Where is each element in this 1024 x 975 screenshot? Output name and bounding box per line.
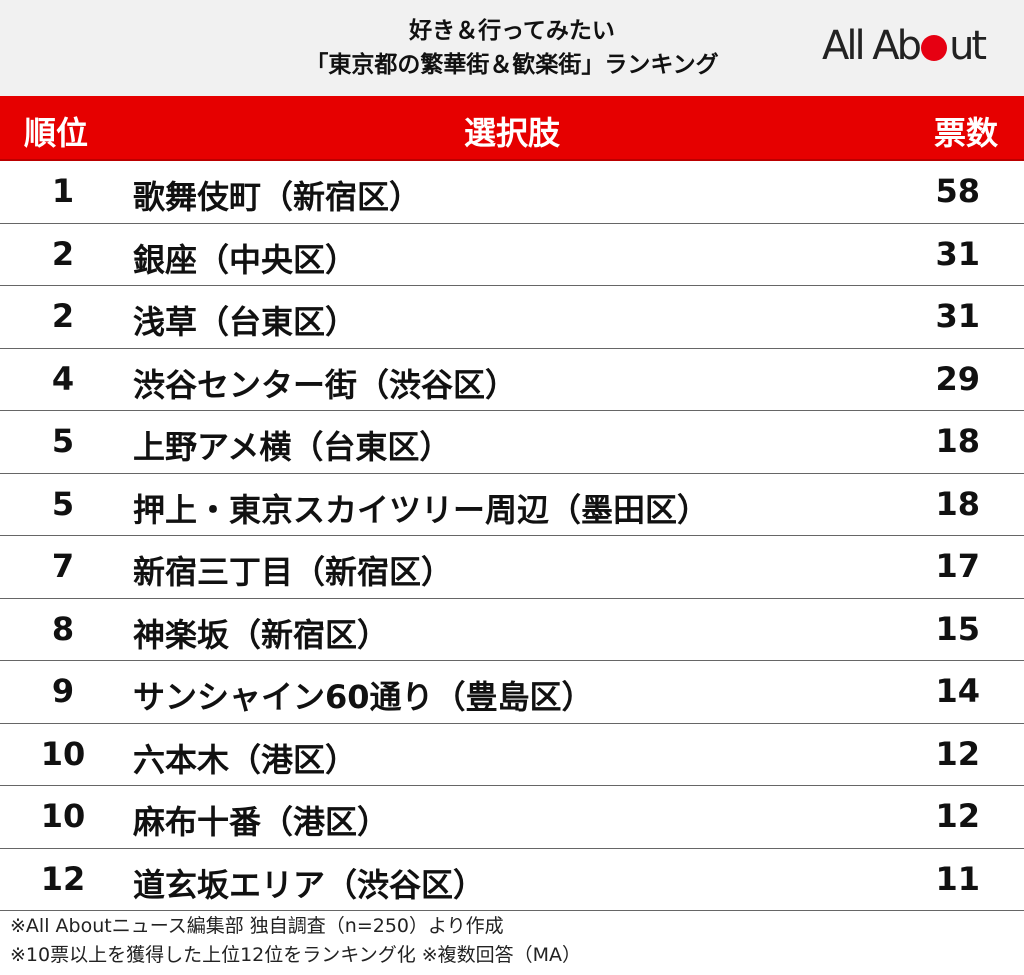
choice-cell: 浅草（台東区）	[133, 303, 358, 341]
logo-text-end: ut	[949, 23, 987, 69]
votes-cell: 12	[935, 734, 980, 773]
table-row: 9 サンシャイン60通り（豊島区） 14	[0, 661, 1024, 724]
table-row: 8 神楽坂（新宿区） 15	[0, 599, 1024, 661]
footer-note-2: ※10票以上を獲得した上位12位をランキング化 ※複数回答（MA）	[10, 944, 582, 966]
choice-cell: 銀座（中央区）	[133, 240, 358, 279]
votes-cell: 12	[935, 797, 980, 835]
footer-notes: ※All Aboutニュース編集部 独自調査（n=250）より作成 ※10票以上…	[10, 912, 581, 970]
rank-cell: 4	[51, 359, 75, 398]
table-row: 10 麻布十番（港区） 12	[0, 786, 1024, 849]
table-header: 選択肢 順位 票数	[0, 96, 1024, 161]
choice-cell: サンシャイン60通り（豊島区）	[133, 678, 594, 716]
rank-cell: 12	[40, 859, 86, 898]
table-row: 2 銀座（中央区） 31	[0, 224, 1024, 286]
page-title: 好き＆行ってみたい 「東京都の繁華街＆歓楽街」ランキング	[0, 14, 1024, 82]
choice-cell: 歌舞伎町（新宿区）	[133, 178, 422, 216]
choice-cell: 新宿三丁目（新宿区）	[133, 553, 454, 591]
votes-cell: 31	[935, 297, 980, 335]
all-about-logo: All Ab ut	[822, 23, 987, 69]
table-row: 5 上野アメ横（台東区） 18	[0, 411, 1024, 474]
table-row: 7 新宿三丁目（新宿区） 17	[0, 536, 1024, 599]
votes-cell: 18	[935, 484, 980, 523]
rank-cell: 10	[40, 797, 86, 835]
table-row: 12 道玄坂エリア（渋谷区） 11	[0, 849, 1024, 911]
title-line-1: 好き＆行ってみたい	[409, 18, 615, 44]
votes-cell: 14	[935, 672, 980, 710]
rank-cell: 5	[51, 422, 75, 460]
title-area: 好き＆行ってみたい 「東京都の繁華街＆歓楽街」ランキング All Ab ut	[0, 0, 1024, 96]
header-rank: 順位	[24, 114, 89, 152]
rank-cell: 1	[51, 172, 75, 210]
rank-cell: 8	[51, 609, 75, 648]
rank-cell: 10	[40, 734, 86, 773]
votes-cell: 11	[935, 859, 980, 898]
choice-cell: 押上・東京スカイツリー周辺（墨田区）	[133, 490, 710, 529]
header-choice: 選択肢	[463, 114, 560, 152]
votes-cell: 31	[935, 234, 980, 273]
choice-cell: 麻布十番（港区）	[133, 803, 390, 841]
table-row: 5 押上・東京スカイツリー周辺（墨田区） 18	[0, 474, 1024, 536]
header-votes: 票数	[933, 114, 998, 152]
rank-cell: 2	[51, 297, 75, 335]
logo-text: All Ab	[822, 23, 922, 69]
table-row: 4 渋谷センター街（渋谷区） 29	[0, 349, 1024, 411]
rank-cell: 2	[51, 234, 75, 273]
votes-cell: 18	[935, 422, 980, 460]
choice-cell: 道玄坂エリア（渋谷区）	[133, 865, 486, 904]
choice-cell: 渋谷センター街（渋谷区）	[133, 365, 518, 404]
votes-cell: 29	[935, 359, 980, 398]
votes-cell: 17	[935, 547, 980, 585]
table-row: 1 歌舞伎町（新宿区） 58	[0, 161, 1024, 224]
rank-cell: 7	[51, 547, 75, 585]
title-line-2: 「東京都の繁華街＆歓楽街」ランキング	[305, 52, 719, 78]
votes-cell: 15	[935, 609, 980, 648]
choice-cell: 神楽坂（新宿区）	[133, 615, 390, 654]
ranking-table: 1 歌舞伎町（新宿区） 58 2 銀座（中央区） 31 2 浅草（台東区） 31 4 渋谷センター街…	[0, 161, 1024, 911]
footer-note-1: ※All Aboutニュース編集部 独自調査（n=250）より作成	[10, 915, 504, 937]
choice-cell: 六本木（港区）	[133, 740, 358, 779]
choice-cell: 上野アメ横（台東区）	[133, 428, 452, 466]
rank-cell: 9	[51, 672, 75, 710]
table-row: 10 六本木（港区） 12	[0, 724, 1024, 786]
votes-cell: 58	[935, 172, 980, 210]
table-row: 2 浅草（台東区） 31	[0, 286, 1024, 349]
logo-dot-icon	[921, 35, 948, 61]
rank-cell: 5	[51, 484, 75, 523]
